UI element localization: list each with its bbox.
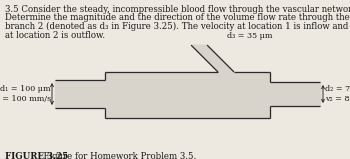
Text: Determine the magnitude and the direction of the volume flow rate through the da: Determine the magnitude and the directio… [5, 14, 350, 23]
Polygon shape [191, 45, 234, 72]
Text: d₃ = 35 μm: d₃ = 35 μm [227, 32, 273, 40]
Bar [270, 82, 320, 106]
Text: FIGURE 3.25: FIGURE 3.25 [5, 152, 68, 159]
Bar [55, 80, 105, 108]
Bar [105, 72, 270, 118]
Text: branch 2 (denoted as d₃ in Figure 3.25). The velocity at location 1 is inflow an: branch 2 (denoted as d₃ in Figure 3.25).… [5, 22, 350, 31]
Text: at location 2 is outflow.: at location 2 is outflow. [5, 31, 105, 39]
Text: d₁ = 100 μm: d₁ = 100 μm [0, 85, 51, 93]
Text: v₁ = 100 mm/s: v₁ = 100 mm/s [0, 95, 51, 103]
Text: d₂ = 75 μm: d₂ = 75 μm [325, 85, 350, 93]
Text: Figure for Homework Problem 3.5.: Figure for Homework Problem 3.5. [38, 152, 196, 159]
Text: v₂ = 80 mm/s: v₂ = 80 mm/s [325, 95, 350, 103]
Text: 3.5 Consider the steady, incompressible blood flow through the vascular network : 3.5 Consider the steady, incompressible … [5, 5, 350, 14]
